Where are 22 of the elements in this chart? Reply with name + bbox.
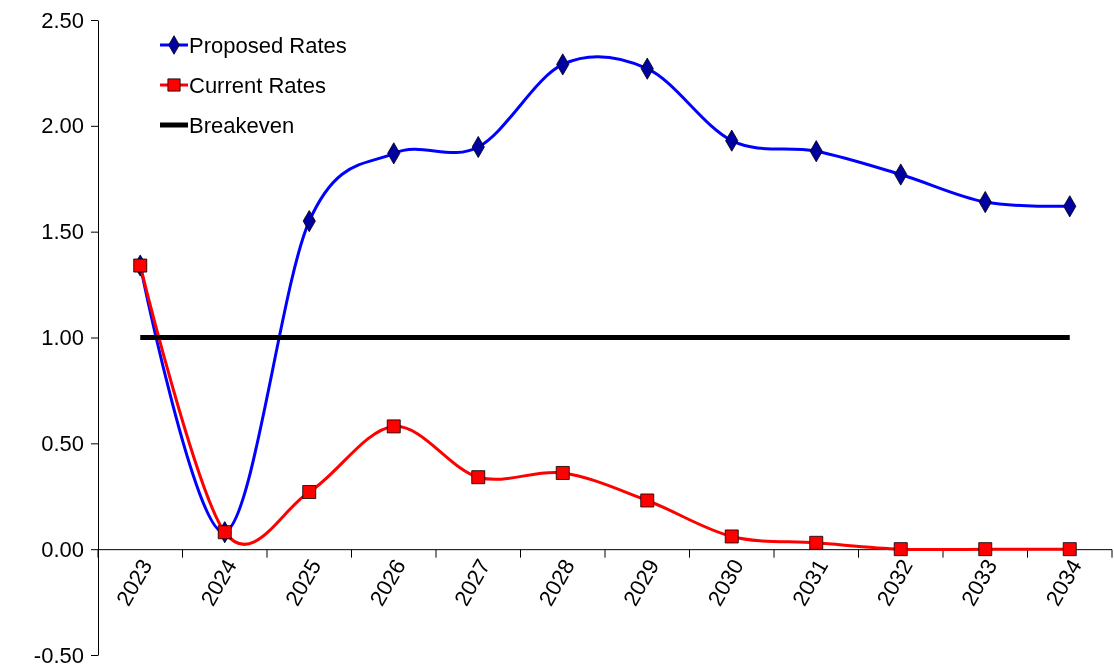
legend-label: Breakeven [189, 112, 295, 138]
point [1062, 542, 1077, 557]
point [302, 485, 317, 499]
y-tick-label: 2.50 [41, 7, 84, 33]
point [724, 529, 739, 544]
y-tick-label: 2.00 [41, 113, 84, 139]
point [555, 466, 570, 480]
point [893, 542, 908, 557]
point [133, 258, 148, 273]
point [978, 542, 993, 557]
point [386, 419, 401, 434]
y-tick-label: 1.00 [41, 325, 84, 351]
y-tick-label: 0.00 [41, 536, 84, 562]
y-tick-label: 0.50 [41, 430, 84, 456]
point [640, 493, 655, 508]
y-tick-label: -0.50 [33, 642, 84, 668]
point [471, 470, 486, 485]
point [809, 535, 824, 550]
y-tick-label: 1.50 [41, 219, 84, 245]
legend-label: Proposed Rates [189, 32, 347, 58]
point [217, 525, 232, 540]
legend-label: Current Rates [189, 72, 326, 98]
